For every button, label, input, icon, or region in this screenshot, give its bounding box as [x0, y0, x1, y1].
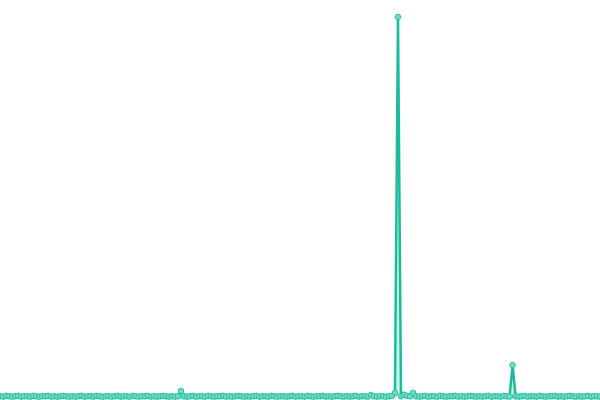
data-point — [174, 393, 182, 400]
data-point — [506, 393, 513, 400]
data-point — [391, 389, 399, 397]
series-points — [0, 13, 600, 400]
series-area — [0, 17, 600, 397]
data-point — [509, 361, 516, 369]
series-line — [0, 15, 600, 398]
data-point — [177, 387, 185, 395]
data-point — [394, 13, 402, 21]
data-point — [596, 393, 600, 400]
